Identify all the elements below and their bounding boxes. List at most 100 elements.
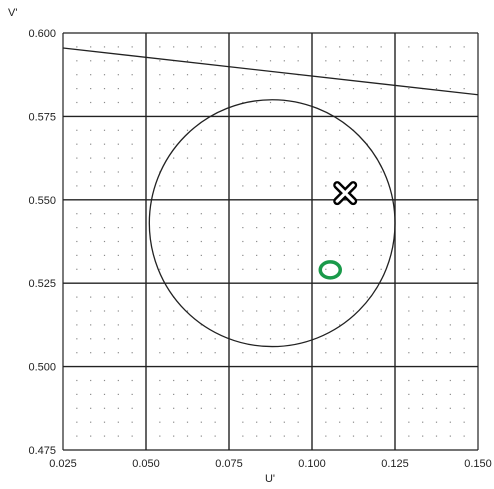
grid-dot (131, 324, 133, 326)
grid-dot (366, 171, 368, 173)
grid-dot (214, 74, 216, 76)
grid-dot (131, 213, 133, 215)
grid-dot (339, 352, 341, 354)
grid-dot (366, 296, 368, 298)
grid-dot (159, 129, 161, 131)
grid-dot (200, 88, 202, 90)
grid-dot (159, 296, 161, 298)
grid-dot (325, 101, 327, 104)
grid-dot (186, 240, 189, 243)
grid-dot (269, 254, 272, 256)
grid-dot (325, 296, 327, 298)
grid-dot (242, 254, 244, 256)
x-tick-label: 0.125 (381, 458, 409, 470)
grid-dot (435, 185, 438, 187)
grid-dot (408, 74, 410, 76)
grid-dot (352, 435, 355, 437)
grid-dot (339, 157, 341, 159)
grid-dot (131, 310, 133, 312)
grid-dot (339, 407, 341, 409)
grid-dot (256, 74, 258, 76)
grid-dot (297, 324, 299, 326)
grid-dot (435, 296, 438, 298)
grid-dot (325, 268, 327, 270)
grid-dot (90, 185, 92, 187)
grid-dot (117, 143, 119, 145)
grid-dot (186, 157, 189, 159)
grid-dot (435, 310, 438, 312)
grid-dot (256, 143, 258, 145)
grid-dot (435, 421, 438, 423)
grid-dot (76, 435, 78, 437)
grid-dot (449, 60, 451, 62)
grid-dot (283, 88, 285, 90)
grid-dot (269, 240, 272, 243)
grid-dot (408, 129, 410, 131)
grid-dot (131, 46, 133, 48)
grid-dot (159, 254, 161, 256)
grid-dot (422, 240, 424, 243)
grid-dot (366, 185, 368, 187)
grid-dot (186, 101, 189, 104)
grid-dot (90, 393, 92, 395)
grid-dot (463, 129, 465, 131)
grid-dot (283, 352, 285, 354)
grid-dot (463, 227, 465, 229)
grid-dot (131, 338, 133, 340)
grid-dot (339, 171, 341, 173)
grid-dot (422, 185, 424, 187)
grid-dot (256, 213, 258, 215)
grid-dot (186, 254, 189, 256)
minor-dot-grid (76, 46, 465, 437)
grid-dot (256, 171, 258, 173)
grid-dot (269, 407, 272, 409)
grid-dot (408, 407, 410, 409)
grid-dot (173, 352, 175, 354)
grid-dot (173, 268, 175, 270)
grid-dot (131, 88, 133, 90)
grid-dot (422, 310, 424, 312)
grid-dot (422, 435, 424, 437)
x-tick-label: 0.100 (298, 458, 326, 470)
grid-dot (449, 157, 451, 159)
grid-dot (256, 407, 258, 409)
grid-dot (408, 352, 410, 354)
grid-dot (408, 310, 410, 312)
grid-dot (186, 268, 189, 270)
grid-dot (408, 46, 410, 48)
grid-dot (131, 185, 133, 187)
grid-dot (90, 324, 92, 326)
grid-dot (76, 352, 78, 354)
x-axis-label: U' (265, 473, 275, 485)
grid-dot (283, 407, 285, 409)
grid-dot (449, 185, 451, 187)
grid-dot (214, 338, 216, 340)
grid-dot (186, 296, 189, 298)
grid-dot (283, 227, 285, 229)
grid-dot (76, 407, 78, 409)
grid-dot (242, 338, 244, 340)
grid-dot (297, 296, 299, 298)
grid-dot (435, 352, 438, 354)
grid-dot (352, 407, 355, 409)
grid-dot (90, 379, 92, 382)
grid-dot (449, 74, 451, 76)
grid-dot (131, 393, 133, 395)
grid-dot (242, 213, 244, 215)
grid-dot (463, 379, 465, 382)
cross-marker (333, 181, 358, 206)
grid-dot (435, 435, 438, 437)
grid-dot (76, 379, 78, 382)
grid-dot (242, 310, 244, 312)
grid-dot (214, 407, 216, 409)
grid-dot (435, 46, 438, 48)
grid-dot (159, 101, 161, 104)
grid-dot (117, 393, 119, 395)
grid-dot (117, 129, 119, 131)
grid-dot (408, 338, 410, 340)
y-tick-labels: 0.600 0.575 0.550 0.525 0.500 0.475 (28, 28, 56, 457)
grid-dot (352, 393, 355, 395)
grid-dot (325, 185, 327, 187)
grid-dot (283, 213, 285, 215)
grid-dot (200, 157, 202, 159)
